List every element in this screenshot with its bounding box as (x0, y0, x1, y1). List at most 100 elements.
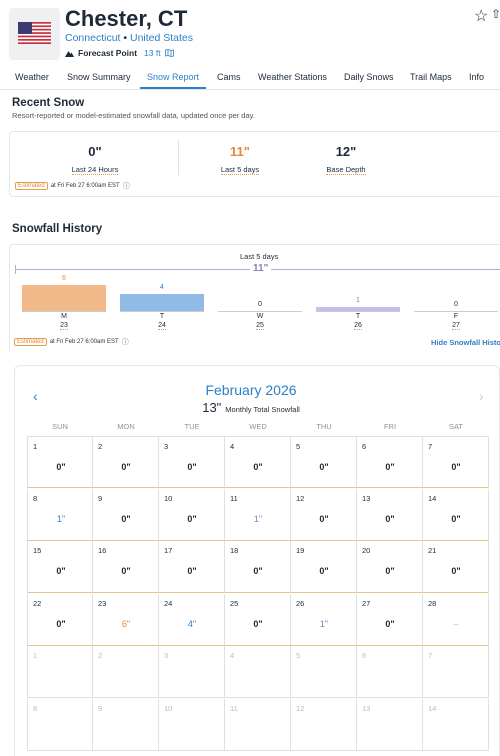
history-bar (316, 306, 400, 311)
calendar-day[interactable]: 24 4" (159, 593, 225, 646)
tab-snow-report[interactable]: Snow Report (140, 66, 207, 89)
day-date: 25 (218, 322, 302, 330)
weekday-label: SUN (52, 422, 68, 431)
calendar-day[interactable]: 3 0" (159, 436, 225, 488)
day-letter: T (159, 313, 165, 320)
calendar-day-next-month: 14 (423, 698, 489, 751)
hide-snowfall-history-link[interactable]: Hide Snowfall History (431, 338, 500, 347)
calendar-day[interactable]: 5 0" (291, 436, 357, 488)
bar-value-label: 0 (258, 301, 262, 308)
tab-info[interactable]: Info (469, 72, 485, 82)
calendar-day[interactable]: 16 0" (93, 541, 159, 593)
calendar-day[interactable]: 7 0" (423, 436, 489, 488)
range-label: Last 5 days (240, 252, 279, 261)
location-line: Connecticut • United States (65, 32, 193, 44)
day-snowfall: 1" (319, 618, 329, 629)
chevron-right-icon[interactable]: › (479, 388, 484, 404)
day-number: 14 (428, 703, 437, 713)
state-link[interactable]: Connecticut (65, 32, 121, 44)
day-number: 10 (164, 703, 173, 713)
stat-base-depth: 12" Base Depth (301, 144, 391, 177)
stat-value: 11" (230, 144, 250, 159)
bar-baseline (120, 311, 204, 312)
elevation-link[interactable]: 13 ft (144, 48, 161, 58)
calendar-day[interactable]: 12 0" (291, 488, 357, 541)
calendar-day[interactable]: 23 6" (93, 593, 159, 646)
forecast-point: Forecast Point 13 ft (65, 48, 174, 58)
day-number: 14 (428, 493, 437, 503)
day-number: 9 (98, 703, 103, 713)
chevron-left-icon[interactable]: ‹ (33, 388, 38, 404)
calendar-day[interactable]: 4 0" (225, 436, 291, 488)
tab-trail-maps[interactable]: Trail Maps (410, 72, 452, 82)
recent-snow-title: Recent Snow (12, 97, 85, 109)
tab-weather[interactable]: Weather (15, 72, 49, 82)
calendar-day[interactable]: 6 0" (357, 436, 423, 488)
calendar-day[interactable]: 11 1" (225, 488, 291, 541)
calendar-day[interactable]: 8 1" (27, 488, 93, 541)
stat-label: Last 24 Hours (71, 165, 119, 175)
range-total: 11" (250, 263, 272, 274)
divider (178, 140, 179, 175)
day-snowfall: 0" (187, 513, 197, 524)
calendar-day[interactable]: 2 0" (93, 436, 159, 488)
forecast-point-label: Forecast Point (78, 48, 138, 58)
calendar-day[interactable]: 15 0" (27, 541, 93, 593)
calendar-day[interactable]: 14 0" (423, 488, 489, 541)
share-icon[interactable]: ⇧ (491, 7, 500, 21)
monthly-total-value: 13" (202, 400, 222, 415)
calendar-day[interactable]: 10 0" (159, 488, 225, 541)
day-snowfall: 0" (121, 566, 131, 576)
tab-cams[interactable]: Cams (217, 72, 241, 82)
tab-daily-snows[interactable]: Daily Snows (344, 72, 394, 82)
calendar-day[interactable]: 1 0" (27, 436, 93, 488)
day-snowfall: 1" (253, 513, 263, 524)
day-snowfall: 0" (385, 566, 395, 576)
stat-value: 12" (335, 144, 357, 159)
stat-label: Base Depth (326, 165, 366, 175)
calendar-day[interactable]: 20 0" (357, 541, 423, 593)
day-number: 26 (296, 598, 305, 608)
day-number: 20 (362, 546, 371, 555)
monthly-total: 13" Monthly Total Snowfall (15, 400, 487, 415)
day-snowfall: 0" (253, 618, 263, 629)
calendar-day[interactable]: 13 0" (357, 488, 423, 541)
calendar-card: ‹ February 2026 › 13" Monthly Total Snowf… (14, 365, 500, 756)
calendar-day-next-month: 11 (225, 698, 291, 751)
info-icon[interactable]: ⓘ (122, 183, 130, 190)
tab-weather-stations[interactable]: Weather Stations (258, 72, 327, 82)
calendar-day-next-month: 4 (225, 646, 291, 698)
day-number: 23 (98, 598, 107, 608)
info-icon[interactable]: ⓘ (121, 339, 129, 346)
bar-baseline (414, 311, 498, 312)
recent-snow-subtitle: Resort-reported or model-estimated snowf… (12, 111, 255, 120)
map-icon[interactable] (164, 49, 174, 57)
snowfall-history-title: Snowfall History (12, 223, 103, 235)
day-date: 24 (120, 322, 204, 330)
day-number: 4 (230, 442, 235, 451)
favorite-star-icon[interactable]: ☆ (474, 8, 489, 25)
calendar-day[interactable]: 26 1" (291, 593, 357, 646)
calendar-day[interactable]: 21 0" (423, 541, 489, 593)
day-snowfall: 0" (121, 513, 131, 524)
day-number: 7 (428, 651, 433, 660)
day-snowfall: 0" (187, 566, 197, 576)
bar-baseline (22, 311, 106, 312)
country-link[interactable]: United States (129, 32, 194, 44)
bar-value-label: 4 (160, 283, 164, 291)
tab-snow-summary[interactable]: Snow Summary (67, 72, 131, 82)
day-snowfall: 0" (56, 462, 66, 472)
calendar-day[interactable]: 19 0" (291, 541, 357, 593)
calendar-day[interactable]: 18 0" (225, 541, 291, 593)
estimated-badge: Estimated (14, 338, 47, 346)
calendar-day[interactable]: 25 0" (225, 593, 291, 646)
day-snowfall: 0" (451, 462, 461, 472)
calendar-day[interactable]: 22 0" (27, 593, 93, 646)
day-number: 10 (164, 493, 173, 503)
weekday-label: WED (249, 422, 267, 431)
calendar-day[interactable]: 28 -- (423, 593, 489, 646)
calendar-day[interactable]: 27 0" (357, 593, 423, 646)
calendar-day[interactable]: 9 0" (93, 488, 159, 541)
calendar-day[interactable]: 17 0" (159, 541, 225, 593)
page-title: Chester, CT (65, 6, 188, 31)
